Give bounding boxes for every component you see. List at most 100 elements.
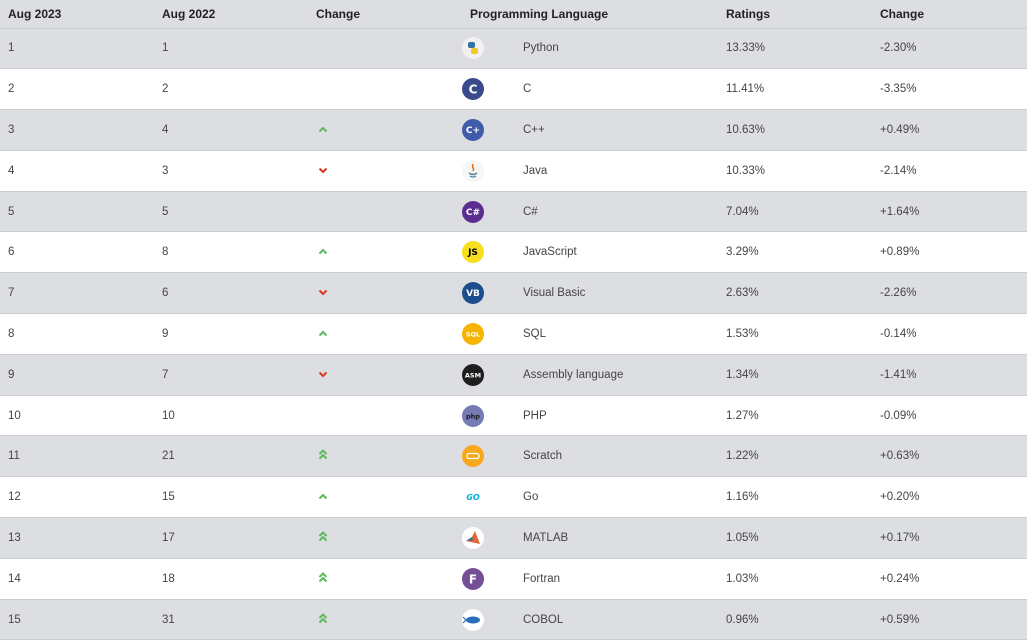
language-name[interactable]: JavaScript	[523, 246, 577, 259]
language-name[interactable]: Visual Basic	[523, 287, 586, 300]
language-name[interactable]: C	[523, 83, 532, 96]
table-row[interactable]: 8 9 SQL SQL 1.53% -0.14%	[0, 313, 1027, 355]
language-name[interactable]: Java	[523, 164, 548, 177]
rank-aug-2023: 15	[8, 613, 21, 626]
language-name[interactable]: SQL	[523, 327, 547, 340]
table-row[interactable]: 6 8 JS JavaScript 3.29% +0.89%	[0, 231, 1027, 273]
trend-double-up-icon	[318, 449, 328, 460]
table-row[interactable]: 14 18 F Fortran 1.03% +0.24%	[0, 558, 1027, 600]
language-name[interactable]: Scratch	[523, 450, 562, 463]
table-row[interactable]: 15 31 COBOL 0.96% +0.59%	[0, 599, 1027, 640]
language-logo-cell: ASM	[462, 354, 523, 395]
rank-aug-2022: 8	[162, 246, 169, 259]
table-row[interactable]: 11 21 Scratch 1.22% +0.63%	[0, 435, 1027, 477]
rating-change-value: +0.17%	[880, 531, 920, 544]
svg-text:ASM: ASM	[465, 371, 481, 379]
rank-change-cell	[308, 436, 462, 477]
cpp-logo-icon: C+	[462, 118, 484, 141]
language-name[interactable]: C#	[523, 205, 538, 218]
rating-value: 1.34%	[726, 368, 759, 381]
svg-text:php: php	[466, 412, 480, 420]
table-row[interactable]: 12 15 GO Go 1.16% +0.20%	[0, 476, 1027, 518]
rank-aug-2022: 7	[162, 368, 169, 381]
language-logo-cell: GO	[462, 477, 523, 518]
trend-up-icon	[318, 126, 328, 133]
table-row[interactable]: 7 6 VB Visual Basic 2.63% -2.26%	[0, 272, 1027, 314]
language-logo-cell	[462, 28, 523, 69]
rank-change-cell	[308, 69, 462, 110]
language-name[interactable]: MATLAB	[523, 531, 569, 544]
rating-change-value: -0.14%	[880, 327, 917, 340]
table-row[interactable]: 13 17 MATLAB 1.05% +0.17%	[0, 517, 1027, 559]
language-name[interactable]: Fortran	[523, 572, 561, 585]
language-name[interactable]: Python	[523, 42, 559, 55]
language-name[interactable]: PHP	[523, 409, 547, 422]
table-row[interactable]: 9 7 ASM Assembly language 1.34% -1.41%	[0, 354, 1027, 396]
rating-change-value: -2.30%	[880, 42, 917, 55]
rank-change-cell	[308, 599, 462, 640]
header-aug-2022[interactable]: Aug 2022	[162, 6, 216, 21]
matlab-logo-icon	[462, 526, 484, 549]
language-name[interactable]: COBOL	[523, 613, 564, 626]
rank-change-cell	[308, 110, 462, 151]
javascript-logo-icon: JS	[462, 241, 484, 264]
rank-aug-2022: 1	[162, 42, 169, 55]
rating-value: 13.33%	[726, 42, 766, 55]
rating-change-value: +1.64%	[880, 205, 920, 218]
rank-aug-2023: 2	[8, 83, 15, 96]
rank-aug-2022: 17	[162, 531, 175, 544]
table-row[interactable]: 2 2 C C 11.41% -3.35%	[0, 68, 1027, 110]
rank-aug-2023: 5	[8, 205, 15, 218]
language-logo-cell: SQL	[462, 314, 523, 355]
rank-aug-2022: 31	[162, 613, 175, 626]
rating-change-value: +0.89%	[880, 246, 920, 259]
rating-value: 10.33%	[726, 164, 766, 177]
table-row[interactable]: 1 1 Python 13.33% -2.30%	[0, 28, 1027, 69]
svg-text:VB: VB	[466, 289, 480, 299]
language-name[interactable]: C++	[523, 123, 545, 136]
java-logo-icon	[462, 159, 484, 182]
language-logo-cell	[462, 150, 523, 191]
rank-aug-2022: 10	[162, 409, 175, 422]
rating-value: 10.63%	[726, 123, 766, 136]
rank-aug-2023: 8	[8, 327, 15, 340]
table-row[interactable]: 10 10 php PHP 1.27% -0.09%	[0, 395, 1027, 436]
header-aug-2023[interactable]: Aug 2023	[8, 6, 62, 21]
language-name[interactable]: Go	[523, 491, 539, 504]
trend-double-up-icon	[318, 612, 328, 624]
rank-change-cell	[308, 273, 462, 314]
language-name[interactable]: Assembly language	[523, 368, 624, 381]
rating-value: 1.05%	[726, 531, 759, 544]
sql-logo-icon: SQL	[462, 322, 484, 345]
trend-up-icon	[318, 248, 328, 255]
table-row[interactable]: 3 4 C+ C++ 10.63% +0.49%	[0, 109, 1027, 151]
table-row[interactable]: 4 3 Java 10.33% -2.14%	[0, 150, 1027, 192]
header-change-percent[interactable]: Change	[880, 6, 925, 21]
cobol-logo-icon	[462, 608, 484, 631]
rank-aug-2023: 14	[8, 572, 21, 585]
rank-aug-2022: 2	[162, 83, 169, 96]
fortran-logo-icon: F	[462, 567, 484, 590]
header-programming-language[interactable]: Programming Language	[470, 6, 609, 21]
rank-change-cell	[308, 477, 462, 518]
rank-aug-2023: 6	[8, 246, 15, 259]
svg-text:F: F	[469, 572, 477, 586]
rating-value: 2.63%	[726, 287, 759, 300]
rating-value: 1.53%	[726, 327, 759, 340]
trend-down-icon	[318, 167, 328, 174]
language-logo-cell	[462, 518, 523, 559]
rank-change-cell	[308, 354, 462, 395]
rank-aug-2022: 5	[162, 205, 169, 218]
header-change[interactable]: Change	[316, 6, 361, 21]
header-ratings[interactable]: Ratings	[726, 6, 771, 21]
visual-basic-logo-icon: VB	[462, 282, 484, 305]
trend-double-up-icon	[318, 571, 328, 583]
svg-text:JS: JS	[467, 249, 478, 259]
c-logo-icon: C	[462, 78, 484, 101]
language-logo-cell: VB	[462, 273, 523, 314]
language-logo-cell	[462, 436, 523, 477]
table-row[interactable]: 5 5 C# C# 7.04% +1.64%	[0, 191, 1027, 232]
rank-change-cell	[308, 232, 462, 273]
scratch-logo-icon	[462, 445, 484, 468]
rating-value: 7.04%	[726, 205, 759, 218]
